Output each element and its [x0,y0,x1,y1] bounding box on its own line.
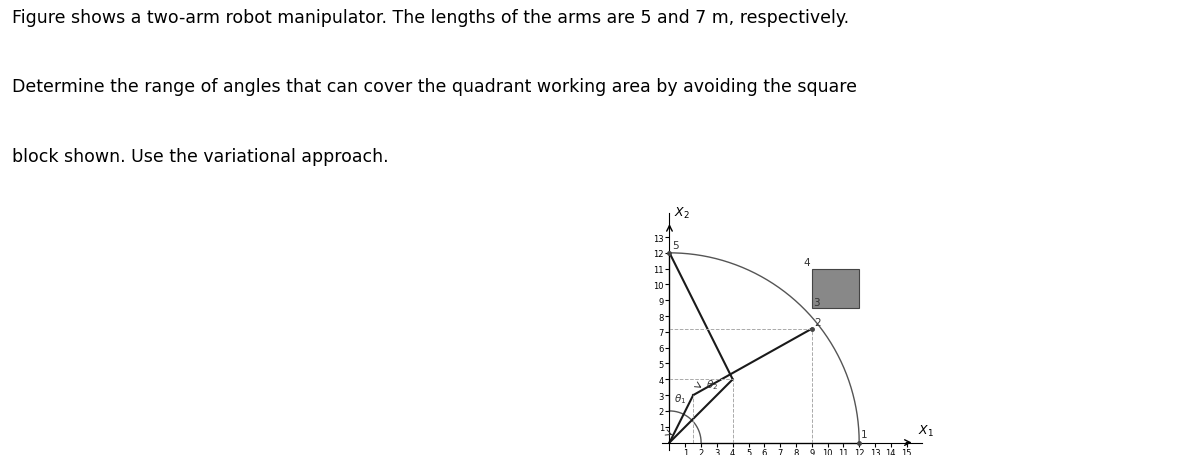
Text: Determine the range of angles that can cover the quadrant working area by avoidi: Determine the range of angles that can c… [12,78,857,96]
Bar [811,269,859,308]
Text: block shown. Use the variational approach.: block shown. Use the variational approac… [12,147,389,165]
Text: 4: 4 [804,258,810,268]
Text: 2: 2 [814,318,821,328]
Text: 3: 3 [814,297,820,307]
Text: $X_2$: $X_2$ [674,205,690,220]
Text: 5: 5 [673,241,679,251]
Text: 1: 1 [860,429,868,439]
Text: $\theta_1$: $\theta_1$ [674,392,686,405]
Text: $\theta_2$: $\theta_2$ [706,377,718,391]
Text: Figure shows a two-arm robot manipulator. The lengths of the arms are 5 and 7 m,: Figure shows a two-arm robot manipulator… [12,9,850,27]
Text: $X_1$: $X_1$ [918,423,934,438]
